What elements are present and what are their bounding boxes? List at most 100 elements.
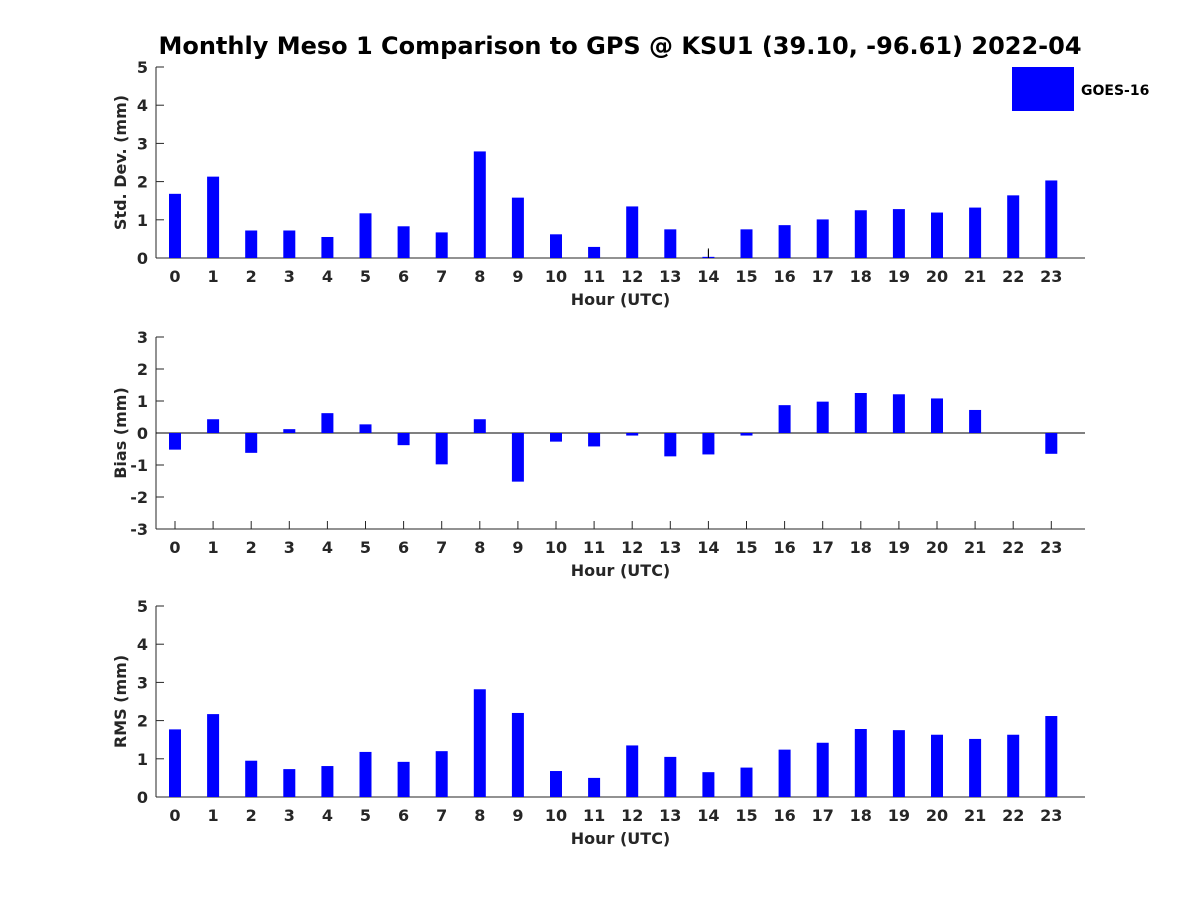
rms-bar	[169, 729, 181, 797]
bias-bar	[550, 433, 562, 442]
bias-y-tick-label: 0	[137, 424, 148, 443]
rms-bar	[702, 772, 715, 797]
rms-x-tick-label: 11	[583, 806, 605, 825]
std-dev-x-tick-label: 0	[169, 267, 180, 286]
rms-y-tick-label: 5	[137, 597, 148, 616]
std-dev-bar	[550, 234, 562, 258]
bias-x-tick-label: 9	[512, 538, 523, 557]
std-dev-bar	[740, 229, 753, 258]
std-dev-x-tick-label: 8	[474, 267, 485, 286]
std-dev-x-tick-label: 19	[888, 267, 910, 286]
chart-title: Monthly Meso 1 Comparison to GPS @ KSU1 …	[158, 32, 1081, 60]
std-dev-y-tick-label: 1	[137, 211, 148, 230]
rms-bar	[435, 751, 448, 797]
std-dev-x-tick-label: 7	[436, 267, 447, 286]
rms-bar	[816, 742, 829, 797]
rms-bar	[931, 734, 943, 797]
bias-x-tick-label: 14	[697, 538, 719, 557]
rms-x-tick-label: 13	[659, 806, 681, 825]
std-dev-y-tick-label: 4	[137, 96, 148, 115]
rms-bar	[359, 751, 372, 797]
rms-x-tick-label: 7	[436, 806, 447, 825]
rms-y-tick-label: 0	[137, 788, 148, 807]
rms-bar	[664, 756, 677, 797]
bias-x-tick-label: 15	[735, 538, 757, 557]
std-dev-bar	[397, 226, 410, 258]
std-dev-x-tick-label: 18	[850, 267, 872, 286]
rms-bar	[321, 766, 334, 797]
rms-x-tick-label: 1	[208, 806, 219, 825]
std-dev-x-tick-label: 12	[621, 267, 643, 286]
bias-x-tick-label: 4	[322, 538, 333, 557]
rms-bar	[245, 760, 258, 797]
std-dev-bar	[931, 212, 943, 258]
std-dev-bar	[473, 151, 486, 258]
bias-bar	[397, 433, 410, 446]
bias-bar	[283, 429, 296, 433]
std-dev-bar	[1007, 195, 1020, 258]
bias-y-tick-label: -2	[130, 488, 148, 507]
rms-x-tick-label: 6	[398, 806, 409, 825]
std-dev-bar	[435, 232, 448, 258]
rms-x-tick-label: 2	[246, 806, 257, 825]
rms-x-tick-label: 9	[512, 806, 523, 825]
bias-bar	[931, 398, 943, 433]
bias-x-tick-label: 22	[1002, 538, 1024, 557]
std-dev-x-tick-label: 20	[926, 267, 948, 286]
bias-bar	[1045, 433, 1058, 454]
bias-bar	[169, 433, 181, 450]
bias-y-tick-label: -3	[130, 520, 148, 539]
bias-x-tick-label: 6	[398, 538, 409, 557]
bias-x-tick-label: 10	[545, 538, 567, 557]
bias-y-tick-label: -1	[130, 456, 148, 475]
rms-y-tick-label: 2	[137, 712, 148, 731]
rms-y-tick-label: 4	[137, 635, 148, 654]
bias-bar	[969, 409, 982, 433]
std-dev-x-tick-label: 3	[284, 267, 295, 286]
bias-x-tick-label: 18	[850, 538, 872, 557]
bias-bar	[588, 433, 601, 447]
bias-bar	[816, 401, 829, 433]
bias-bar	[702, 433, 715, 455]
rms-bar	[778, 749, 791, 797]
rms-bar	[473, 689, 486, 797]
rms-bar	[550, 771, 562, 797]
std-dev-x-tick-label: 1	[208, 267, 219, 286]
bias-bar	[435, 433, 448, 465]
bias-x-tick-label: 21	[964, 538, 986, 557]
rms-bar	[626, 745, 639, 797]
std-dev-x-tick-label: 22	[1002, 267, 1024, 286]
rms-bar	[397, 761, 410, 797]
bias-x-tick-label: 17	[812, 538, 834, 557]
rms-bar	[588, 777, 601, 797]
std-dev-y-tick-label: 0	[137, 249, 148, 268]
rms-x-tick-label: 14	[697, 806, 719, 825]
std-dev-bar	[778, 225, 791, 258]
rms-bar	[1007, 734, 1020, 797]
std-dev-x-tick-label: 11	[583, 267, 605, 286]
std-dev-x-tick-label: 23	[1040, 267, 1062, 286]
std-dev-x-tick-label: 21	[964, 267, 986, 286]
std-dev-bar	[511, 197, 524, 258]
std-dev-bar	[245, 230, 258, 258]
rms-x-tick-label: 22	[1002, 806, 1024, 825]
std-dev-bar	[664, 229, 677, 258]
bias-x-tick-label: 7	[436, 538, 447, 557]
bias-x-tick-label: 5	[360, 538, 371, 557]
rms-bar	[854, 729, 867, 797]
legend-swatch	[1012, 67, 1074, 111]
std-dev-x-tick-label: 13	[659, 267, 681, 286]
std-dev-bar	[588, 246, 601, 258]
rms-x-tick-label: 21	[964, 806, 986, 825]
rms-x-tick-label: 17	[812, 806, 834, 825]
bias-bar	[511, 433, 524, 482]
std-dev-x-label: Hour (UTC)	[571, 290, 671, 309]
bias-x-tick-label: 3	[284, 538, 295, 557]
bias-x-tick-label: 23	[1040, 538, 1062, 557]
std-dev-y-label: Std. Dev. (mm)	[111, 95, 130, 230]
rms-x-tick-label: 4	[322, 806, 333, 825]
std-dev-bar	[626, 206, 639, 258]
rms-x-tick-label: 3	[284, 806, 295, 825]
bias-bar	[245, 433, 258, 453]
